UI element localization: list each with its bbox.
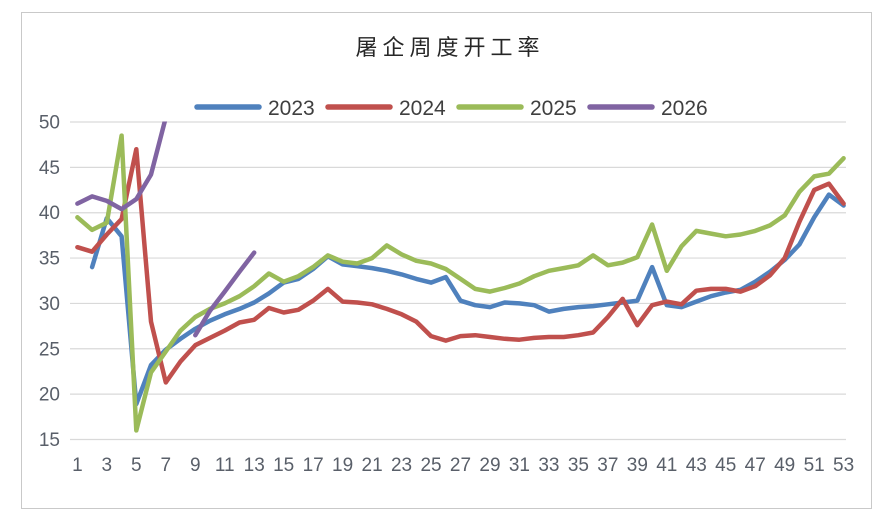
x-tick-label: 15 <box>273 455 294 476</box>
x-tick-label: 47 <box>745 455 766 476</box>
series-line-2025 <box>75 133 846 433</box>
x-tick-label: 11 <box>215 455 235 476</box>
y-tick-label: 45 <box>39 158 60 179</box>
legend-label-2023: 2023 <box>268 97 315 120</box>
x-tick-label: 3 <box>102 455 113 476</box>
x-tick-label: 5 <box>131 455 142 476</box>
x-tick-label: 13 <box>244 455 265 476</box>
legend-item-2025: 2025 <box>456 97 577 120</box>
legend-item-2026: 2026 <box>587 97 708 120</box>
x-tick-label: 49 <box>774 455 795 476</box>
x-tick-label: 27 <box>450 455 471 476</box>
x-tick-label: 33 <box>538 455 559 476</box>
y-tick-label: 20 <box>39 385 60 406</box>
x-tick-label: 21 <box>362 455 383 476</box>
legend-label-2024: 2024 <box>399 97 446 120</box>
x-tick-label: 7 <box>160 455 171 476</box>
y-tick-label: 40 <box>39 203 60 224</box>
y-tick-label: 30 <box>39 294 60 315</box>
series-line-2024 <box>75 146 846 385</box>
y-tick-label: 15 <box>39 430 60 451</box>
chart-title: 屠企周度开工率 <box>355 35 544 60</box>
legend-label-2026: 2026 <box>661 97 708 120</box>
x-tick-label: 23 <box>391 455 412 476</box>
x-tick-label: 53 <box>833 455 854 476</box>
series-lines <box>75 121 846 433</box>
y-tick-label: 50 <box>39 113 60 134</box>
x-tick-label: 37 <box>597 455 618 476</box>
series-segment-2026 <box>193 250 257 338</box>
x-tick-label: 51 <box>804 455 825 476</box>
x-tick-label: 1 <box>72 455 83 476</box>
x-tick-label: 31 <box>509 455 530 476</box>
series-line-2023 <box>89 192 846 407</box>
x-tick-label: 17 <box>303 455 324 476</box>
x-axis-labels: 1 3 5 7 9 11 13 15 17 19 21 23 25 27 29 31 33 35 37 39 41 43 4… <box>72 455 854 476</box>
x-tick-label: 41 <box>656 455 677 476</box>
y-tick-label: 25 <box>39 339 60 360</box>
legend-label-2025: 2025 <box>530 97 577 120</box>
x-tick-label: 35 <box>568 455 589 476</box>
x-tick-label: 9 <box>190 455 201 476</box>
x-tick-label: 29 <box>479 455 500 476</box>
x-tick-label: 43 <box>686 455 707 476</box>
y-tick-label: 35 <box>39 249 60 270</box>
legend-item-2024: 2024 <box>325 97 446 120</box>
x-tick-label: 19 <box>332 455 353 476</box>
x-tick-label: 25 <box>420 455 441 476</box>
chart-frame <box>21 12 872 509</box>
series-line-2026 <box>75 121 257 338</box>
chart-legend: 2023 2024 2025 2026 <box>194 97 708 120</box>
series-segment-2023 <box>89 192 846 407</box>
gridlines <box>70 121 846 441</box>
y-axis-labels: 15 20 25 30 35 40 45 50 <box>39 113 60 452</box>
series-segment-2026 <box>75 121 168 212</box>
x-tick-label: 39 <box>627 455 648 476</box>
x-tick-label: 45 <box>715 455 736 476</box>
legend-item-2023: 2023 <box>194 97 315 120</box>
series-segment-2025 <box>75 133 846 433</box>
series-segment-2024 <box>75 146 846 385</box>
